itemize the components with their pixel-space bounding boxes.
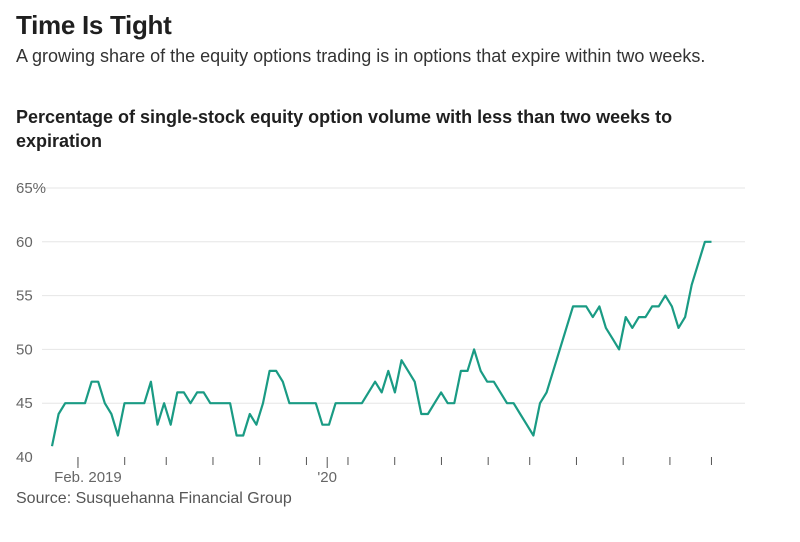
y-tick-label: 50 [16, 341, 33, 358]
y-tick-label: 40 [16, 449, 33, 466]
y-tick-label: 45 [16, 395, 33, 412]
grid-lines [42, 187, 745, 404]
line-chart: 40 45 50 55 60 65% Feb. 2019 '20 [16, 180, 745, 485]
y-tick-label: 65% [16, 180, 46, 197]
y-tick-label: 60 [16, 234, 33, 251]
x-tick-label: Feb. 2019 [54, 469, 122, 485]
series-layer [50, 240, 712, 447]
x-tick-label: '20 [317, 469, 337, 485]
series-line [50, 240, 712, 447]
chart-subtitle: A growing share of the equity options tr… [16, 46, 706, 66]
x-axis: Feb. 2019 '20 [54, 457, 712, 485]
chart-heading: Percentage of single-stock equity option… [16, 107, 673, 151]
chart-title: Time Is Tight [16, 10, 172, 40]
y-tick-label: 55 [16, 288, 33, 305]
source-note: Source: Susquehanna Financial Group [16, 490, 292, 507]
y-axis-labels: 40 45 50 55 60 65% [16, 180, 46, 466]
